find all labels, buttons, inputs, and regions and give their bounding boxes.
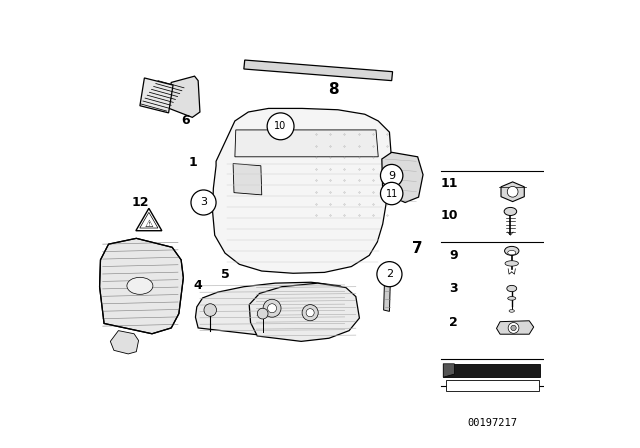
Polygon shape (233, 164, 262, 195)
Circle shape (204, 304, 216, 316)
Text: 9: 9 (388, 171, 396, 181)
Polygon shape (497, 321, 534, 334)
Text: 9: 9 (449, 249, 458, 262)
Text: 7: 7 (412, 241, 423, 256)
Text: 5: 5 (221, 268, 229, 281)
Polygon shape (383, 265, 391, 311)
Text: 3: 3 (449, 282, 458, 296)
Circle shape (380, 164, 403, 187)
Polygon shape (443, 364, 454, 377)
Text: 11: 11 (385, 189, 398, 198)
Ellipse shape (505, 261, 518, 266)
Ellipse shape (127, 277, 153, 294)
Circle shape (508, 186, 518, 197)
Circle shape (263, 299, 281, 317)
Circle shape (511, 325, 516, 331)
Ellipse shape (509, 310, 515, 312)
Circle shape (508, 323, 519, 333)
Circle shape (268, 304, 276, 313)
Polygon shape (446, 380, 539, 391)
Text: 2: 2 (449, 316, 458, 329)
Circle shape (257, 308, 268, 319)
Circle shape (306, 309, 314, 317)
Ellipse shape (507, 285, 516, 292)
Text: ⚠: ⚠ (145, 219, 153, 228)
Polygon shape (235, 130, 378, 157)
Polygon shape (167, 76, 200, 117)
Ellipse shape (504, 246, 519, 255)
Polygon shape (110, 331, 139, 354)
Polygon shape (244, 60, 392, 81)
Polygon shape (195, 282, 351, 335)
Circle shape (191, 190, 216, 215)
Circle shape (380, 182, 403, 205)
Ellipse shape (508, 297, 516, 300)
Text: 10: 10 (275, 121, 287, 131)
Polygon shape (443, 364, 540, 377)
Polygon shape (382, 152, 423, 202)
Circle shape (302, 305, 318, 321)
Text: 11: 11 (440, 177, 458, 190)
Circle shape (267, 113, 294, 140)
Polygon shape (100, 238, 184, 334)
Polygon shape (212, 108, 392, 273)
Text: 2: 2 (386, 269, 393, 279)
Ellipse shape (508, 250, 516, 255)
Polygon shape (501, 182, 524, 202)
Text: 4: 4 (194, 279, 202, 292)
Ellipse shape (504, 207, 516, 215)
Text: 10: 10 (440, 208, 458, 222)
Text: 1: 1 (189, 155, 198, 169)
Text: 3: 3 (200, 198, 207, 207)
Circle shape (377, 262, 402, 287)
Polygon shape (136, 208, 162, 231)
Text: 12: 12 (131, 196, 148, 209)
Text: 6: 6 (181, 114, 190, 128)
Text: 00197217: 00197217 (467, 418, 517, 428)
Text: 8: 8 (328, 82, 339, 97)
Polygon shape (249, 283, 360, 341)
Polygon shape (140, 78, 173, 113)
